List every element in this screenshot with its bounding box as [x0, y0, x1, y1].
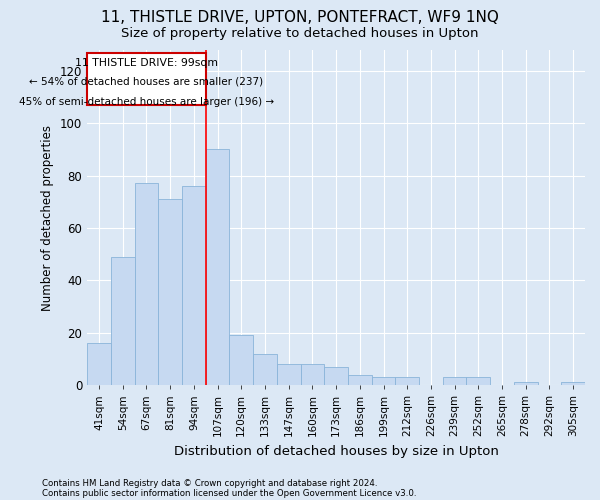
X-axis label: Distribution of detached houses by size in Upton: Distribution of detached houses by size … — [173, 444, 499, 458]
Text: Size of property relative to detached houses in Upton: Size of property relative to detached ho… — [121, 28, 479, 40]
Bar — [182, 186, 206, 385]
Bar — [158, 199, 182, 385]
Bar — [111, 257, 134, 385]
Bar — [253, 354, 277, 385]
Bar — [395, 377, 419, 385]
Text: Contains HM Land Registry data © Crown copyright and database right 2024.: Contains HM Land Registry data © Crown c… — [42, 478, 377, 488]
Bar — [324, 366, 348, 385]
Text: 45% of semi-detached houses are larger (196) →: 45% of semi-detached houses are larger (… — [19, 97, 274, 107]
Bar — [134, 184, 158, 385]
Text: ← 54% of detached houses are smaller (237): ← 54% of detached houses are smaller (23… — [29, 76, 263, 86]
Bar — [561, 382, 585, 385]
Bar — [301, 364, 324, 385]
Text: 11 THISTLE DRIVE: 99sqm: 11 THISTLE DRIVE: 99sqm — [75, 58, 218, 68]
Bar — [371, 377, 395, 385]
Bar — [206, 150, 229, 385]
Text: Contains public sector information licensed under the Open Government Licence v3: Contains public sector information licen… — [42, 488, 416, 498]
Bar — [466, 377, 490, 385]
Text: 11, THISTLE DRIVE, UPTON, PONTEFRACT, WF9 1NQ: 11, THISTLE DRIVE, UPTON, PONTEFRACT, WF… — [101, 10, 499, 25]
Y-axis label: Number of detached properties: Number of detached properties — [41, 124, 55, 310]
Bar — [514, 382, 538, 385]
Bar — [443, 377, 466, 385]
Bar — [229, 336, 253, 385]
Bar — [87, 343, 111, 385]
Bar — [277, 364, 301, 385]
Bar — [348, 374, 371, 385]
FancyBboxPatch shape — [87, 52, 206, 105]
